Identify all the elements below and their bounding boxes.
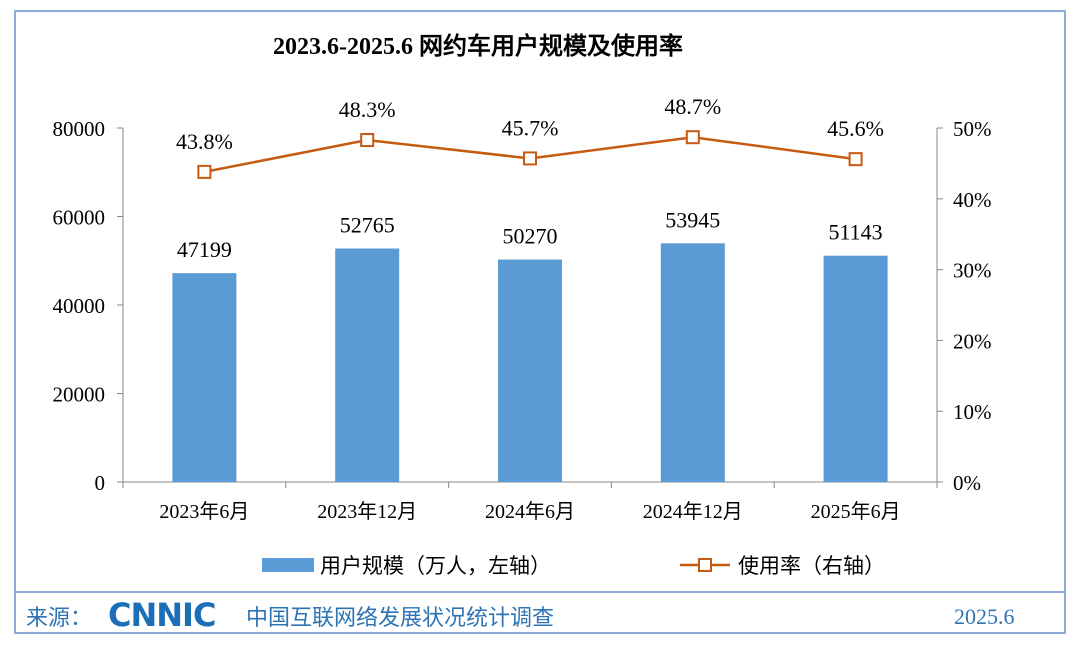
right-tick-label: 10% xyxy=(953,400,992,424)
right-tick-label: 0% xyxy=(953,471,981,495)
left-tick-label: 0 xyxy=(95,471,106,495)
cnnic-logo: CNNIC xyxy=(108,596,216,634)
line-value-label: 48.3% xyxy=(339,97,396,122)
bar-value-label: 52765 xyxy=(340,213,395,238)
left-tick-label: 60000 xyxy=(53,206,106,230)
left-tick-label: 20000 xyxy=(53,383,106,407)
bar xyxy=(172,273,237,482)
line-marker xyxy=(523,151,537,166)
left-tick-label: 80000 xyxy=(53,117,106,141)
x-tick-label: 2023年12月 xyxy=(317,500,417,523)
bar-value-label: 50270 xyxy=(503,224,558,249)
bar xyxy=(498,259,562,482)
footer-date: 2025.6 xyxy=(954,604,1015,629)
line-value-label: 43.8% xyxy=(176,129,233,154)
left-tick-label: 40000 xyxy=(53,294,106,318)
footer-divider xyxy=(14,591,1066,593)
bar xyxy=(660,243,725,482)
right-tick-label: 40% xyxy=(953,188,992,212)
bar-value-label: 53945 xyxy=(665,207,720,232)
line-value-label: 48.7% xyxy=(664,94,721,119)
bar-value-label: 51143 xyxy=(829,220,883,245)
bar-value-label: 47199 xyxy=(177,237,232,262)
x-tick-label: 2025年6月 xyxy=(811,500,901,523)
right-tick-label: 30% xyxy=(953,259,992,283)
legend-line-marker xyxy=(698,558,712,572)
x-tick-label: 2024年6月 xyxy=(485,500,575,523)
legend-line-label: 使用率（右轴） xyxy=(738,554,885,578)
legend-bar-swatch xyxy=(262,558,314,572)
x-tick-label: 2024年12月 xyxy=(643,500,743,523)
frame-border xyxy=(14,10,1066,634)
line-marker xyxy=(848,152,863,167)
bar xyxy=(335,248,400,482)
legend-bar-label: 用户规模（万人，左轴） xyxy=(320,554,551,578)
chart-title: 2023.6-2025.6 网约车用户规模及使用率 xyxy=(273,32,683,60)
right-tick-label: 20% xyxy=(953,329,992,353)
line-value-label: 45.7% xyxy=(502,115,559,140)
source-label: 来源： xyxy=(26,606,93,631)
right-tick-label: 50% xyxy=(953,117,992,141)
line-marker xyxy=(197,164,212,179)
source-org: 中国互联网络发展状况统计调查 xyxy=(246,606,555,631)
line-marker xyxy=(360,133,375,148)
line-marker xyxy=(685,130,700,145)
bar xyxy=(823,255,888,482)
line-value-label: 45.6% xyxy=(827,116,884,141)
x-tick-label: 2023年6月 xyxy=(159,500,249,523)
